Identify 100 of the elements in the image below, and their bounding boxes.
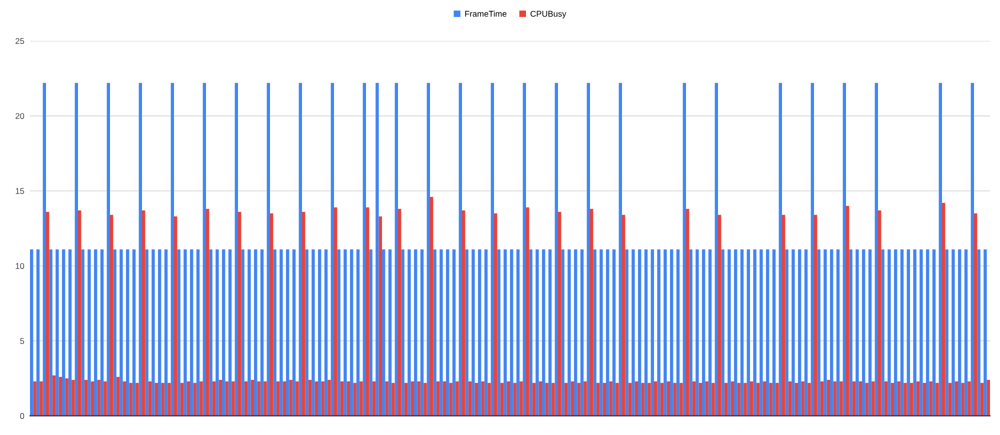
bar [785, 249, 788, 416]
bar [446, 249, 450, 416]
bar [532, 382, 536, 416]
bar [676, 249, 680, 416]
bar [36, 249, 40, 416]
bar [500, 382, 504, 416]
bar [276, 381, 280, 416]
bar [622, 214, 626, 416]
bar [644, 249, 648, 416]
bar [804, 249, 808, 416]
bar [641, 382, 644, 416]
bar [474, 382, 478, 416]
bar [154, 382, 158, 416]
bar [129, 382, 132, 416]
bar [714, 82, 718, 416]
bar [30, 249, 34, 416]
y-tick-label: 15 [16, 188, 24, 194]
bar [929, 381, 932, 416]
bar [612, 249, 616, 416]
bar [596, 382, 600, 416]
bar [721, 249, 724, 416]
bar [872, 381, 875, 416]
bar [536, 249, 539, 416]
bar [440, 249, 443, 416]
bar [414, 249, 418, 416]
bar [449, 382, 452, 416]
bar [206, 208, 210, 416]
bar [337, 249, 340, 416]
bar [193, 382, 196, 416]
bar [762, 381, 766, 416]
bar [190, 249, 194, 416]
bar [346, 381, 350, 416]
bar [977, 249, 980, 416]
bar [650, 249, 654, 416]
bar [913, 249, 916, 416]
bar [529, 249, 532, 416]
bar [778, 82, 782, 416]
bar [296, 381, 299, 416]
bar [788, 381, 792, 416]
bar [634, 381, 638, 416]
bar [122, 381, 126, 416]
bar [968, 381, 971, 416]
bar [577, 382, 580, 416]
bar [209, 249, 212, 416]
bar [602, 382, 606, 416]
bar [328, 380, 331, 416]
bar [730, 381, 734, 416]
bar [97, 380, 100, 416]
bar [369, 249, 372, 416]
bar [865, 382, 868, 416]
bar [113, 249, 116, 416]
bar [145, 249, 148, 416]
bar [417, 381, 420, 416]
bar [862, 249, 866, 416]
bar [961, 382, 964, 416]
bar [72, 380, 75, 416]
bar [254, 249, 258, 416]
bar [673, 382, 676, 416]
bar [904, 382, 907, 416]
bar [660, 382, 664, 416]
bar [62, 249, 66, 416]
bar [106, 82, 110, 416]
bar [756, 382, 760, 416]
bar [897, 381, 900, 416]
bar [302, 212, 306, 416]
bar [436, 381, 440, 416]
bar [584, 381, 587, 416]
bar [680, 382, 683, 416]
bar [842, 82, 846, 416]
bar [84, 380, 88, 416]
bar [932, 249, 936, 416]
bar [408, 249, 411, 416]
bar [481, 381, 484, 416]
bar [388, 249, 392, 416]
bar [478, 249, 482, 416]
bar [362, 82, 366, 416]
bar [916, 381, 920, 416]
bar [980, 382, 984, 416]
bar [801, 381, 804, 416]
bar [561, 249, 564, 416]
bar [138, 82, 142, 416]
bar [970, 82, 974, 416]
y-tick-label: 5 [20, 338, 24, 344]
bar [196, 249, 200, 416]
bar [574, 249, 578, 416]
bar [554, 82, 558, 416]
bar [228, 249, 232, 416]
bar [78, 210, 82, 416]
bar [378, 216, 382, 416]
bar [225, 381, 228, 416]
bar [177, 249, 180, 416]
bar [580, 249, 584, 416]
bar [353, 382, 356, 416]
bar [938, 82, 942, 416]
bar [244, 381, 248, 416]
bar [257, 381, 260, 416]
bar [88, 249, 91, 416]
bar [465, 249, 468, 416]
bar [689, 249, 692, 416]
bar [984, 249, 987, 416]
